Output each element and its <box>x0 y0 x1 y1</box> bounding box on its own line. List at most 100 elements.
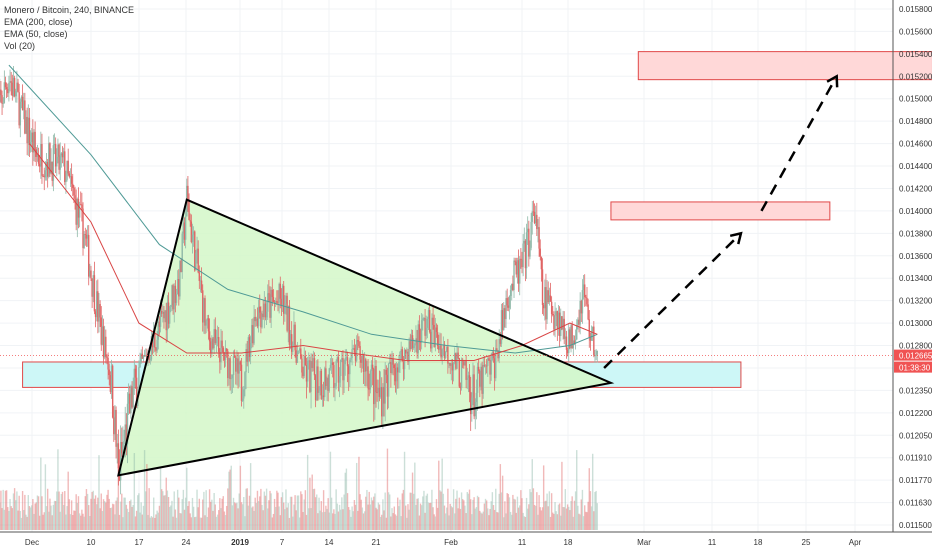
candle-body <box>357 340 358 341</box>
price-axis[interactable]: 0.0158000.0156000.0154000.0152000.015000… <box>893 0 932 532</box>
price-tick-label: 0.011910 <box>899 454 932 463</box>
price-tick-label: 0.013400 <box>899 274 932 283</box>
time-tick-label: 11 <box>518 538 527 547</box>
candle-body <box>259 307 260 313</box>
candle-body <box>34 132 35 149</box>
candle-body <box>192 235 193 242</box>
symbol-title[interactable]: Monero / Bitcoin, 240, BINANCE <box>4 4 134 16</box>
candle-body <box>284 304 285 314</box>
price-tick-label: 0.014400 <box>899 162 932 171</box>
candle-body <box>169 307 170 324</box>
price-tick-label: 0.011630 <box>899 499 932 508</box>
candle-body <box>242 399 243 401</box>
candle-body <box>350 358 351 360</box>
candle-body <box>156 340 157 351</box>
candle-body <box>29 118 30 145</box>
candle-body <box>392 359 393 365</box>
candle-body <box>298 350 299 351</box>
candle-body <box>74 195 75 198</box>
chart-legend: Monero / Bitcoin, 240, BINANCE EMA (200,… <box>4 4 134 52</box>
candle-body <box>359 346 360 360</box>
candle-body <box>6 87 7 89</box>
candle-body <box>5 82 6 87</box>
candle-body <box>123 441 124 444</box>
time-tick-label: 7 <box>280 538 285 547</box>
candle-body <box>427 319 428 328</box>
candle-body <box>469 375 470 392</box>
ema50-label[interactable]: EMA (50, close) <box>4 28 134 40</box>
candle-body <box>399 352 400 362</box>
candle-body <box>354 348 355 352</box>
volume-label[interactable]: Vol (20) <box>4 40 134 52</box>
candle-body <box>176 294 177 303</box>
candle-body <box>197 249 198 273</box>
candle-body <box>218 337 219 352</box>
candle-body <box>94 275 95 311</box>
candle-body <box>318 391 319 393</box>
time-tick-label: Feb <box>444 538 458 547</box>
time-tick-label: Dec <box>25 538 39 547</box>
candle-body <box>205 320 206 325</box>
candle-body <box>73 188 74 195</box>
candle-body <box>542 269 543 305</box>
candle-body <box>90 271 91 279</box>
candle-body <box>496 348 497 350</box>
candle-body <box>488 358 489 360</box>
candle-body <box>522 244 523 268</box>
time-tick-label: Mar <box>637 538 651 547</box>
price-tick-label: 0.012350 <box>899 386 932 395</box>
candle-body <box>332 362 333 365</box>
candle-body <box>445 352 446 358</box>
candle-body <box>88 235 89 277</box>
candle-body <box>208 318 209 331</box>
candle-body <box>343 364 344 380</box>
time-tick-label: 17 <box>135 538 144 547</box>
drawings <box>0 76 893 475</box>
candle-body <box>150 359 151 360</box>
volume-bars <box>0 449 598 530</box>
price-tick-label: 0.015200 <box>899 72 932 81</box>
candle-body <box>72 184 73 188</box>
candle-body <box>576 325 577 340</box>
candle-body <box>375 366 376 392</box>
candle-body <box>334 386 335 388</box>
candle-body <box>292 344 293 352</box>
candle-body <box>300 348 301 358</box>
candle-body <box>112 366 113 418</box>
candle-body <box>216 339 217 344</box>
candle-body <box>3 103 4 104</box>
candle-body <box>65 180 66 182</box>
candle-body <box>441 349 442 357</box>
candle-body <box>81 205 82 209</box>
candle-body <box>554 316 555 330</box>
candle-body <box>536 215 537 229</box>
countdown-label: 01:38:30 <box>899 364 931 373</box>
price-tick-label: 0.012050 <box>899 431 932 440</box>
ema200-label[interactable]: EMA (200, close) <box>4 16 134 28</box>
candle-body <box>8 83 9 93</box>
candle-body <box>356 340 357 361</box>
price-tick-label: 0.012200 <box>899 409 932 418</box>
time-tick-label: 11 <box>708 538 717 547</box>
candle-body <box>370 371 371 390</box>
candle-body <box>85 234 86 235</box>
candle-body <box>349 360 350 374</box>
candle-body <box>317 366 318 392</box>
time-tick-label: 21 <box>372 538 381 547</box>
candle-body <box>421 320 422 342</box>
candle-body <box>297 351 298 363</box>
candle-body <box>307 361 308 382</box>
candle-body <box>541 257 542 270</box>
candle-body <box>550 295 551 301</box>
price-tick-label: 0.015000 <box>899 95 932 104</box>
candle-body <box>447 347 448 364</box>
candle-body <box>586 298 587 305</box>
candle-body <box>589 319 590 337</box>
candle-body <box>56 157 57 167</box>
candle-body <box>188 201 189 220</box>
candle-body <box>429 310 430 332</box>
candle-body <box>459 358 460 386</box>
